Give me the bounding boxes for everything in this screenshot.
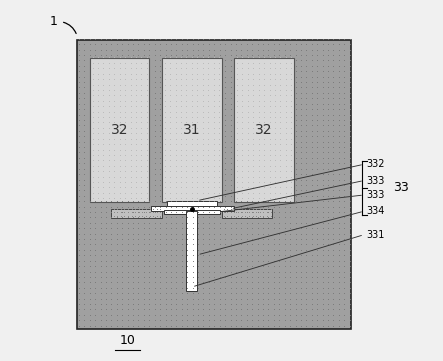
Bar bbox=[151, 206, 234, 211]
FancyArrowPatch shape bbox=[63, 22, 76, 34]
Text: 31: 31 bbox=[183, 123, 201, 137]
Bar bbox=[111, 209, 162, 218]
Text: 32: 32 bbox=[111, 123, 128, 137]
Bar bbox=[77, 40, 351, 329]
Bar bbox=[167, 201, 217, 206]
Text: 334: 334 bbox=[366, 206, 384, 216]
Text: 333: 333 bbox=[366, 175, 384, 186]
Text: 32: 32 bbox=[255, 123, 273, 137]
Bar bbox=[90, 58, 149, 202]
Bar bbox=[164, 210, 220, 214]
Text: 333: 333 bbox=[366, 190, 384, 200]
Bar bbox=[187, 211, 197, 291]
Text: 1: 1 bbox=[50, 15, 58, 28]
Text: 33: 33 bbox=[393, 181, 409, 194]
Text: 331: 331 bbox=[366, 230, 384, 240]
Text: 10: 10 bbox=[120, 334, 136, 347]
Bar bbox=[222, 209, 272, 218]
Bar bbox=[234, 58, 294, 202]
Text: 332: 332 bbox=[366, 159, 385, 169]
Bar bbox=[162, 58, 222, 202]
